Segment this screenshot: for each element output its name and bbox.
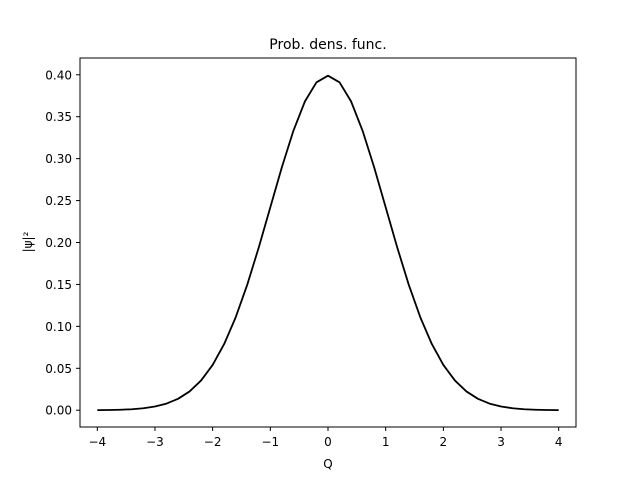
y-tick-label: 0.20 bbox=[45, 236, 72, 250]
y-tick-label: 0.25 bbox=[45, 194, 72, 208]
x-tick-label: 0 bbox=[324, 435, 332, 449]
y-axis-label: |ψ|² bbox=[21, 231, 35, 252]
plot-area bbox=[97, 74, 559, 412]
y-tick-label: 0.10 bbox=[45, 320, 72, 334]
x-tick-label: −2 bbox=[204, 435, 222, 449]
y-tick-label: 0.30 bbox=[45, 152, 72, 166]
x-tick-label: −4 bbox=[88, 435, 106, 449]
x-tick-label: 4 bbox=[555, 435, 563, 449]
x-axis-label: Q bbox=[323, 457, 332, 471]
chart-title: Prob. dens. func. bbox=[269, 37, 386, 53]
axes: −4 −3 −2 −1 0 1 2 3 4 0.00 0.05 0.10 0.15 0.20 0.25 0.3… bbox=[45, 57, 577, 449]
y-tick-label: 0.00 bbox=[45, 404, 72, 418]
x-tick-label: 2 bbox=[440, 435, 448, 449]
x-tick-label: −1 bbox=[261, 435, 279, 449]
x-tick-label: 3 bbox=[497, 435, 505, 449]
x-tick-label: 1 bbox=[382, 435, 390, 449]
series-line-0 bbox=[97, 74, 559, 412]
y-tick-label: 0.35 bbox=[45, 110, 72, 124]
y-tick-label: 0.05 bbox=[45, 362, 72, 376]
y-tick-label: 0.15 bbox=[45, 278, 72, 292]
x-tick-label: −3 bbox=[146, 435, 164, 449]
y-tick-label: 0.40 bbox=[45, 68, 72, 82]
